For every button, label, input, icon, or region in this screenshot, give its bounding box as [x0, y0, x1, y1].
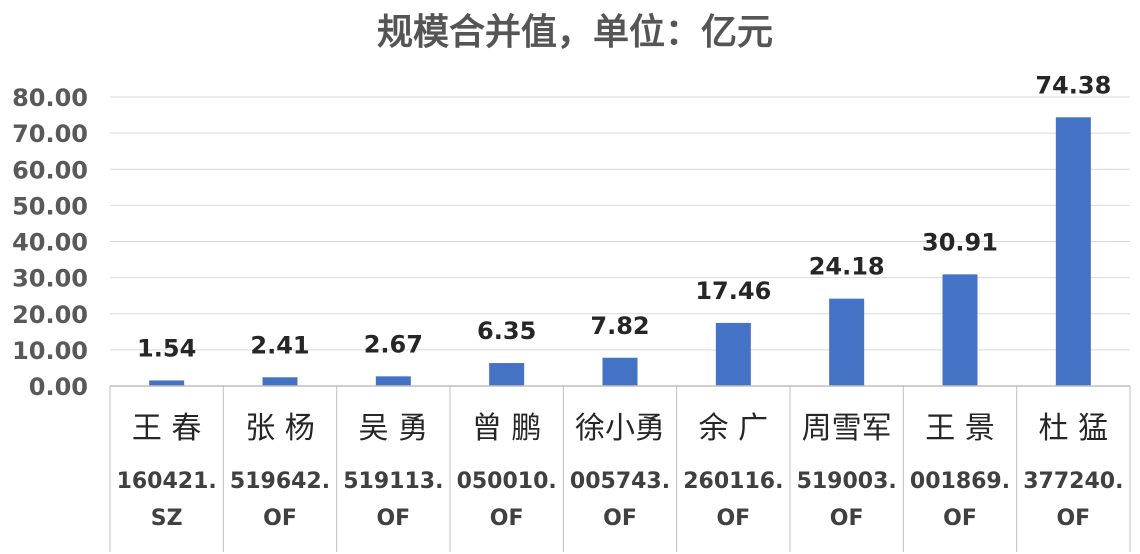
- bar: [602, 357, 638, 386]
- category-code-suffix: OF: [716, 506, 750, 531]
- data-label: 7.82: [590, 312, 649, 340]
- category-code-label: 160421.: [117, 469, 217, 494]
- bar: [149, 380, 185, 386]
- bars: [149, 117, 1091, 387]
- y-tick-label: 10.00: [12, 337, 88, 365]
- category-manager-label: 王 春: [132, 411, 202, 446]
- category-manager-label: 徐小勇: [575, 411, 665, 446]
- data-label: 24.18: [809, 253, 885, 281]
- bar: [489, 363, 525, 386]
- category-code-label: 005743.: [570, 469, 670, 494]
- bar: [262, 377, 298, 386]
- category-code-suffix: OF: [603, 506, 637, 531]
- y-tick-label: 60.00: [12, 156, 88, 184]
- category-code-label: 001869.: [910, 469, 1010, 494]
- y-tick-label: 80.00: [12, 84, 88, 112]
- y-axis-ticks: 0.00 10.00 20.00 30.00 40.00 50.00 60.00 70.00 8…: [12, 84, 88, 401]
- category-code-suffix: OF: [1056, 506, 1090, 531]
- category-code-label: 519642.: [230, 469, 330, 494]
- category-code-suffix: OF: [376, 506, 410, 531]
- chart-title: 规模合并值，单位：亿元: [377, 12, 773, 53]
- category-manager-label: 周雪军: [802, 411, 892, 446]
- y-tick-label: 40.00: [12, 229, 88, 257]
- bar: [375, 376, 411, 386]
- category-manager-label: 曾 鹏: [472, 411, 542, 446]
- category-manager-label: 张 杨: [245, 411, 315, 446]
- data-label: 30.91: [922, 228, 998, 256]
- category-code-suffix: OF: [943, 506, 977, 531]
- category-code-suffix: OF: [830, 506, 864, 531]
- bar: [829, 298, 865, 386]
- y-tick-label: 30.00: [12, 265, 88, 293]
- bar: [1055, 117, 1091, 387]
- category-manager-label: 杜 猛: [1039, 411, 1109, 446]
- y-tick-label: 0.00: [29, 373, 88, 401]
- data-labels: 1.54 2.41 2.67 6.35 7.82 17.46 24.18 30.91 74.38: [137, 71, 1111, 362]
- category-code-label: 519003.: [797, 469, 897, 494]
- data-label: 74.38: [1035, 71, 1111, 99]
- category-manager-label: 吴 勇: [359, 411, 429, 446]
- category-code-label: 377240.: [1023, 469, 1123, 494]
- category-code-suffix: SZ: [151, 506, 183, 531]
- category-code-label: 519113.: [343, 469, 443, 494]
- category-code-suffix: OF: [263, 506, 297, 531]
- data-label: 6.35: [477, 317, 536, 345]
- data-label: 17.46: [695, 277, 771, 305]
- bar: [942, 274, 978, 386]
- data-label: 1.54: [137, 334, 196, 362]
- category-code-suffix: OF: [490, 506, 524, 531]
- grid-lines: [110, 96, 1130, 387]
- category-code-label: 050010.: [457, 469, 557, 494]
- category-manager-label: 余 广: [699, 411, 769, 446]
- data-label: 2.67: [364, 330, 423, 358]
- data-label: 2.41: [250, 331, 309, 359]
- y-tick-label: 20.00: [12, 301, 88, 329]
- category-manager-label: 王 景: [925, 411, 995, 446]
- category-table: 王 春 160421. SZ 张 杨 519642. OF 吴 勇 519113. OF 曾 鹏 0…: [109, 385, 1131, 552]
- category-code-label: 260116.: [683, 469, 783, 494]
- y-tick-label: 50.00: [12, 192, 88, 220]
- y-tick-label: 70.00: [12, 120, 88, 148]
- bar: [715, 322, 751, 386]
